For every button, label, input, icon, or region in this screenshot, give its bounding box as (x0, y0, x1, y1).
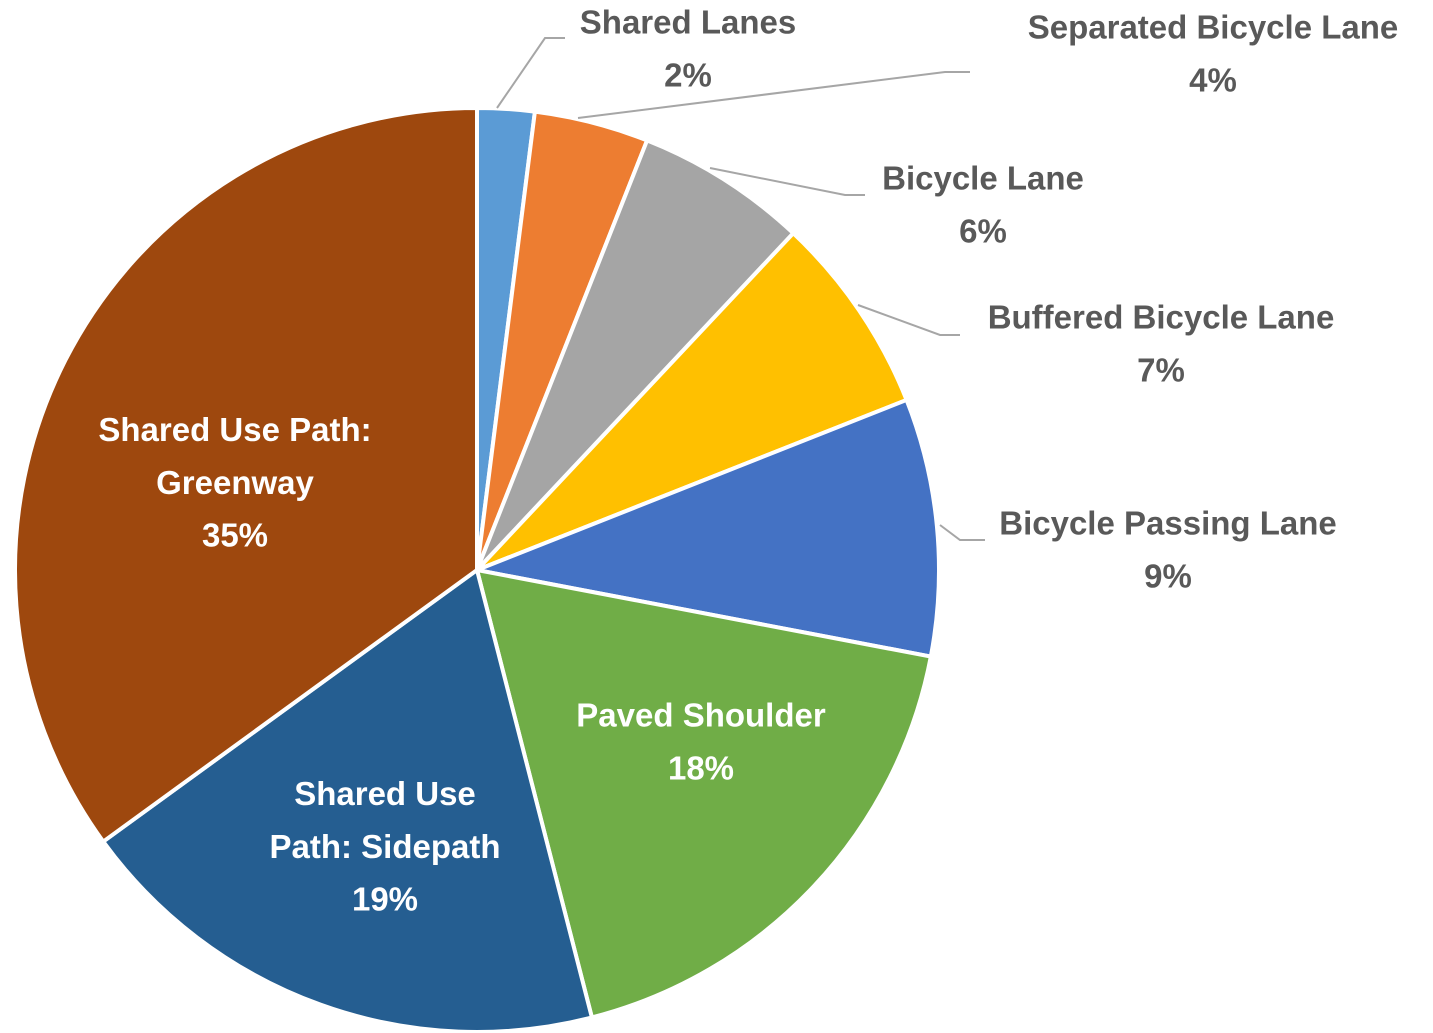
leader-line (939, 524, 985, 541)
value-label: 6% (959, 213, 1007, 250)
value-label: 19% (352, 881, 418, 918)
leader-line (577, 71, 970, 119)
value-label: 4% (1189, 62, 1237, 99)
slice-label: Bicycle Lane (882, 160, 1084, 197)
pie-slice (13, 105, 479, 845)
value-label: 9% (1144, 558, 1192, 595)
pie-slice (474, 567, 934, 1020)
value-label: 35% (202, 517, 268, 554)
slice-label: Shared Lanes (580, 4, 796, 41)
slice-label: Buffered Bicycle Lane (988, 299, 1335, 336)
pie-slice (469, 397, 941, 659)
slice-label: Paved Shoulder (576, 697, 826, 734)
pie-slice (475, 230, 910, 572)
slice-label: Shared Use Path: Greenway (98, 411, 371, 501)
leader-line (857, 304, 960, 336)
slice-label: Shared Use Path: Sidepath (269, 775, 500, 865)
pie-slice (475, 137, 797, 572)
leader-line (496, 37, 565, 109)
leader-line (709, 167, 865, 196)
slice-label: Separated Bicycle Lane (1028, 9, 1399, 46)
value-label: 18% (668, 750, 734, 787)
value-label: 7% (1137, 352, 1185, 389)
slice-label: Bicycle Passing Lane (999, 505, 1337, 542)
pie-slice (100, 566, 595, 1033)
value-label: 2% (664, 57, 712, 94)
